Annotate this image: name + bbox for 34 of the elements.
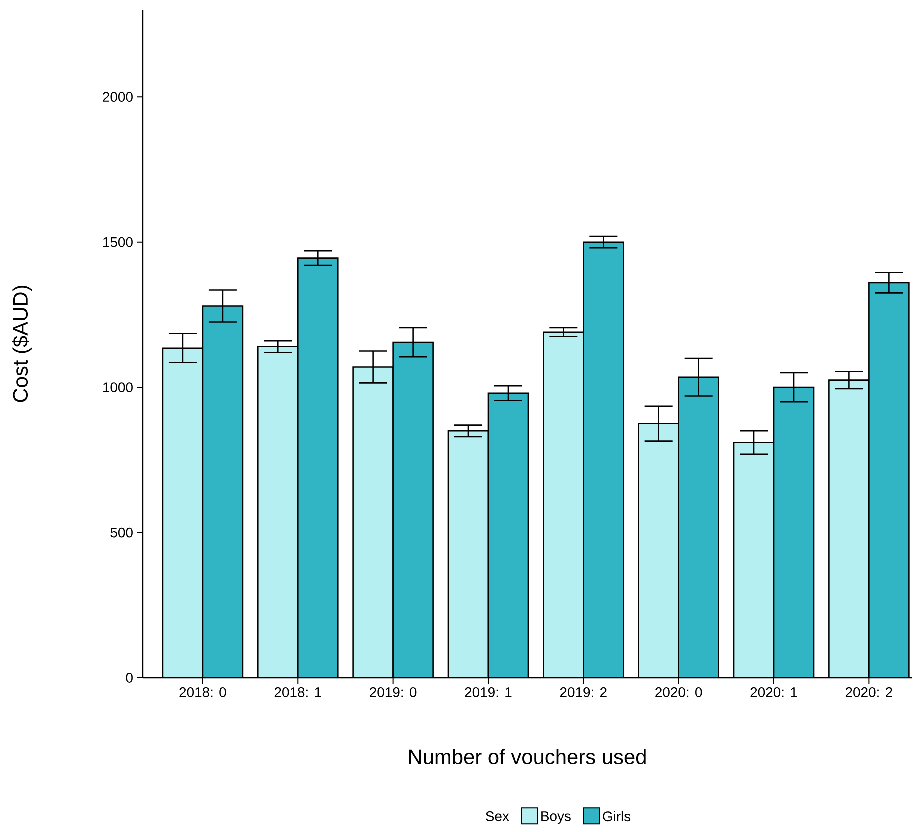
bar — [393, 342, 434, 678]
x-tick-label: 2020: 2 — [846, 688, 892, 698]
legend-label: Boys — [542, 812, 571, 824]
x-tick-label: 2020: 0 — [656, 688, 702, 698]
y-tick-label: 2000 — [103, 92, 133, 102]
legend-label: Girls — [603, 811, 631, 822]
bar — [448, 431, 488, 678]
y-tick-label: 1000 — [104, 382, 133, 393]
bar — [162, 348, 203, 678]
legend-title: Sex — [486, 812, 510, 822]
x-tick-label: 2018: 0 — [180, 688, 226, 698]
bar — [488, 393, 528, 678]
y-axis-title: Cost ($AUD) — [12, 286, 32, 402]
bar — [353, 367, 394, 678]
x-tick-label: 2019: 2 — [560, 688, 607, 698]
bar — [828, 380, 870, 678]
x-tick-label: 2019: 0 — [370, 688, 417, 698]
y-tick-label: 500 — [110, 528, 133, 538]
bar — [298, 258, 338, 678]
bar — [678, 377, 719, 678]
bar — [774, 388, 814, 678]
bar — [202, 306, 243, 678]
y-tick-label: 1500 — [104, 237, 133, 248]
x-tick-label: 2018: 1 — [274, 688, 322, 698]
bar — [868, 282, 910, 678]
y-tick-label: 0 — [126, 673, 133, 683]
x-tick-label: 2020: 1 — [750, 688, 798, 698]
bar — [638, 424, 679, 678]
x-axis-title: Number of vouchers used — [409, 749, 646, 765]
x-tick-label: 2019: 1 — [465, 688, 512, 698]
bar — [584, 242, 624, 678]
bar — [734, 442, 774, 678]
bar — [544, 332, 584, 678]
bar — [258, 346, 298, 678]
